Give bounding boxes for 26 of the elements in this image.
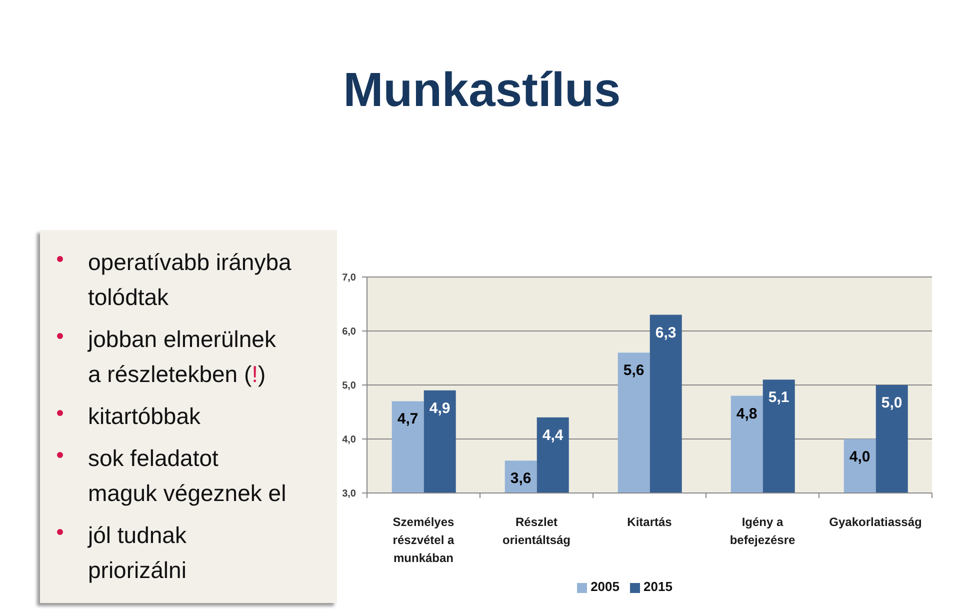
x-tick-label: Igény a befejezésre [730,515,796,547]
data-label: 4,0 [849,448,870,466]
x-tick-label: Kitartás [627,515,672,529]
legend-label: 2015 [644,579,672,594]
data-label: 5,0 [881,394,902,412]
data-label: 4,9 [429,400,450,417]
y-tick-label: 5,0 [342,380,356,392]
chart-title: Munkastílus [342,63,622,119]
data-label: 6,3 [655,324,676,342]
legend-label: 2005 [590,579,620,594]
text: kitartóbbak [88,403,201,429]
y-tick-label: 3,0 [342,488,356,500]
y-tick-label: 6,0 [342,326,356,338]
x-tick-label: Személyes részvétel a munkában [392,515,455,565]
y-tick-label: 7,0 [342,272,356,284]
data-label: 4,4 [542,426,564,444]
data-label: 5,1 [768,389,790,406]
x-tick-label: Gyakorlatiasság [829,515,922,529]
data-label: 3,6 [510,470,532,488]
x-tick-label: Részlet orientáltság [502,515,571,547]
text: jobban elmerülnek a részletekben (!) [88,326,276,387]
data-label: 4,7 [397,410,418,428]
y-tick-label: 4,0 [342,434,356,446]
data-label: 4,8 [736,405,758,422]
text: jól tudnak priorizálni [88,522,186,583]
data-label: 5,6 [623,362,644,380]
